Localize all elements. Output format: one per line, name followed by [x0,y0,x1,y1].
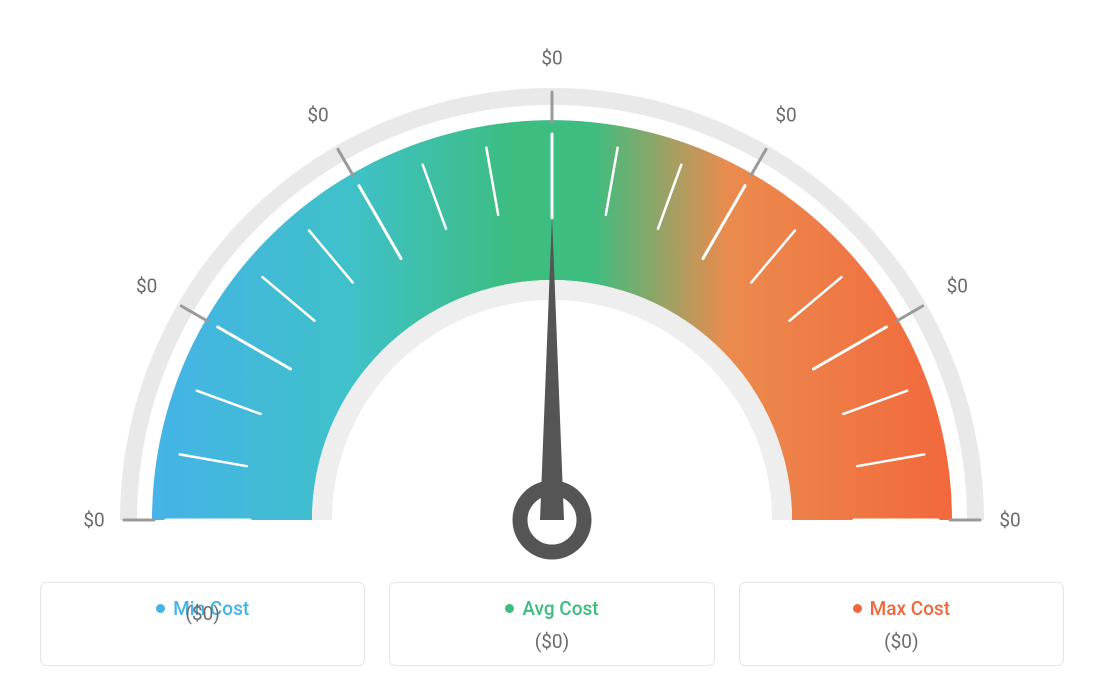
legend-label-max: Max Cost [870,597,950,620]
legend-row: Min Cost ($0) Avg Cost ($0) Max Cost ($0… [40,582,1064,666]
gauge-area: $0 $0 $0 $0 $0 $0 $0 [0,0,1104,560]
gauge-tick-label: $0 [775,103,796,126]
legend-dot-max [853,604,862,613]
legend-value-min-text: ($0) [51,602,354,625]
legend-card-avg: Avg Cost ($0) [389,582,714,666]
legend-value-avg-text: ($0) [400,630,703,653]
legend-value-max-text: ($0) [750,630,1053,653]
legend-dot-avg [505,604,514,613]
legend-card-min: Min Cost ($0) [40,582,365,666]
legend-title-max: Max Cost [853,597,950,620]
gauge-tick-label: $0 [307,103,328,126]
gauge-tick-label: $0 [83,509,104,532]
gauge-tick-label: $0 [541,47,562,70]
gauge-tick-label: $0 [947,275,968,298]
gauge-chart-container: $0 $0 $0 $0 $0 $0 $0 Min Cost ($0) Avg Cost ($… [0,0,1104,690]
gauge-tick-label: $0 [136,275,157,298]
legend-label-avg: Avg Cost [522,597,598,620]
legend-card-max: Max Cost ($0) [739,582,1064,666]
legend-dot-min [156,604,165,613]
legend-title-avg: Avg Cost [505,597,598,620]
gauge-svg [0,0,1104,560]
gauge-tick-label: $0 [999,509,1020,532]
